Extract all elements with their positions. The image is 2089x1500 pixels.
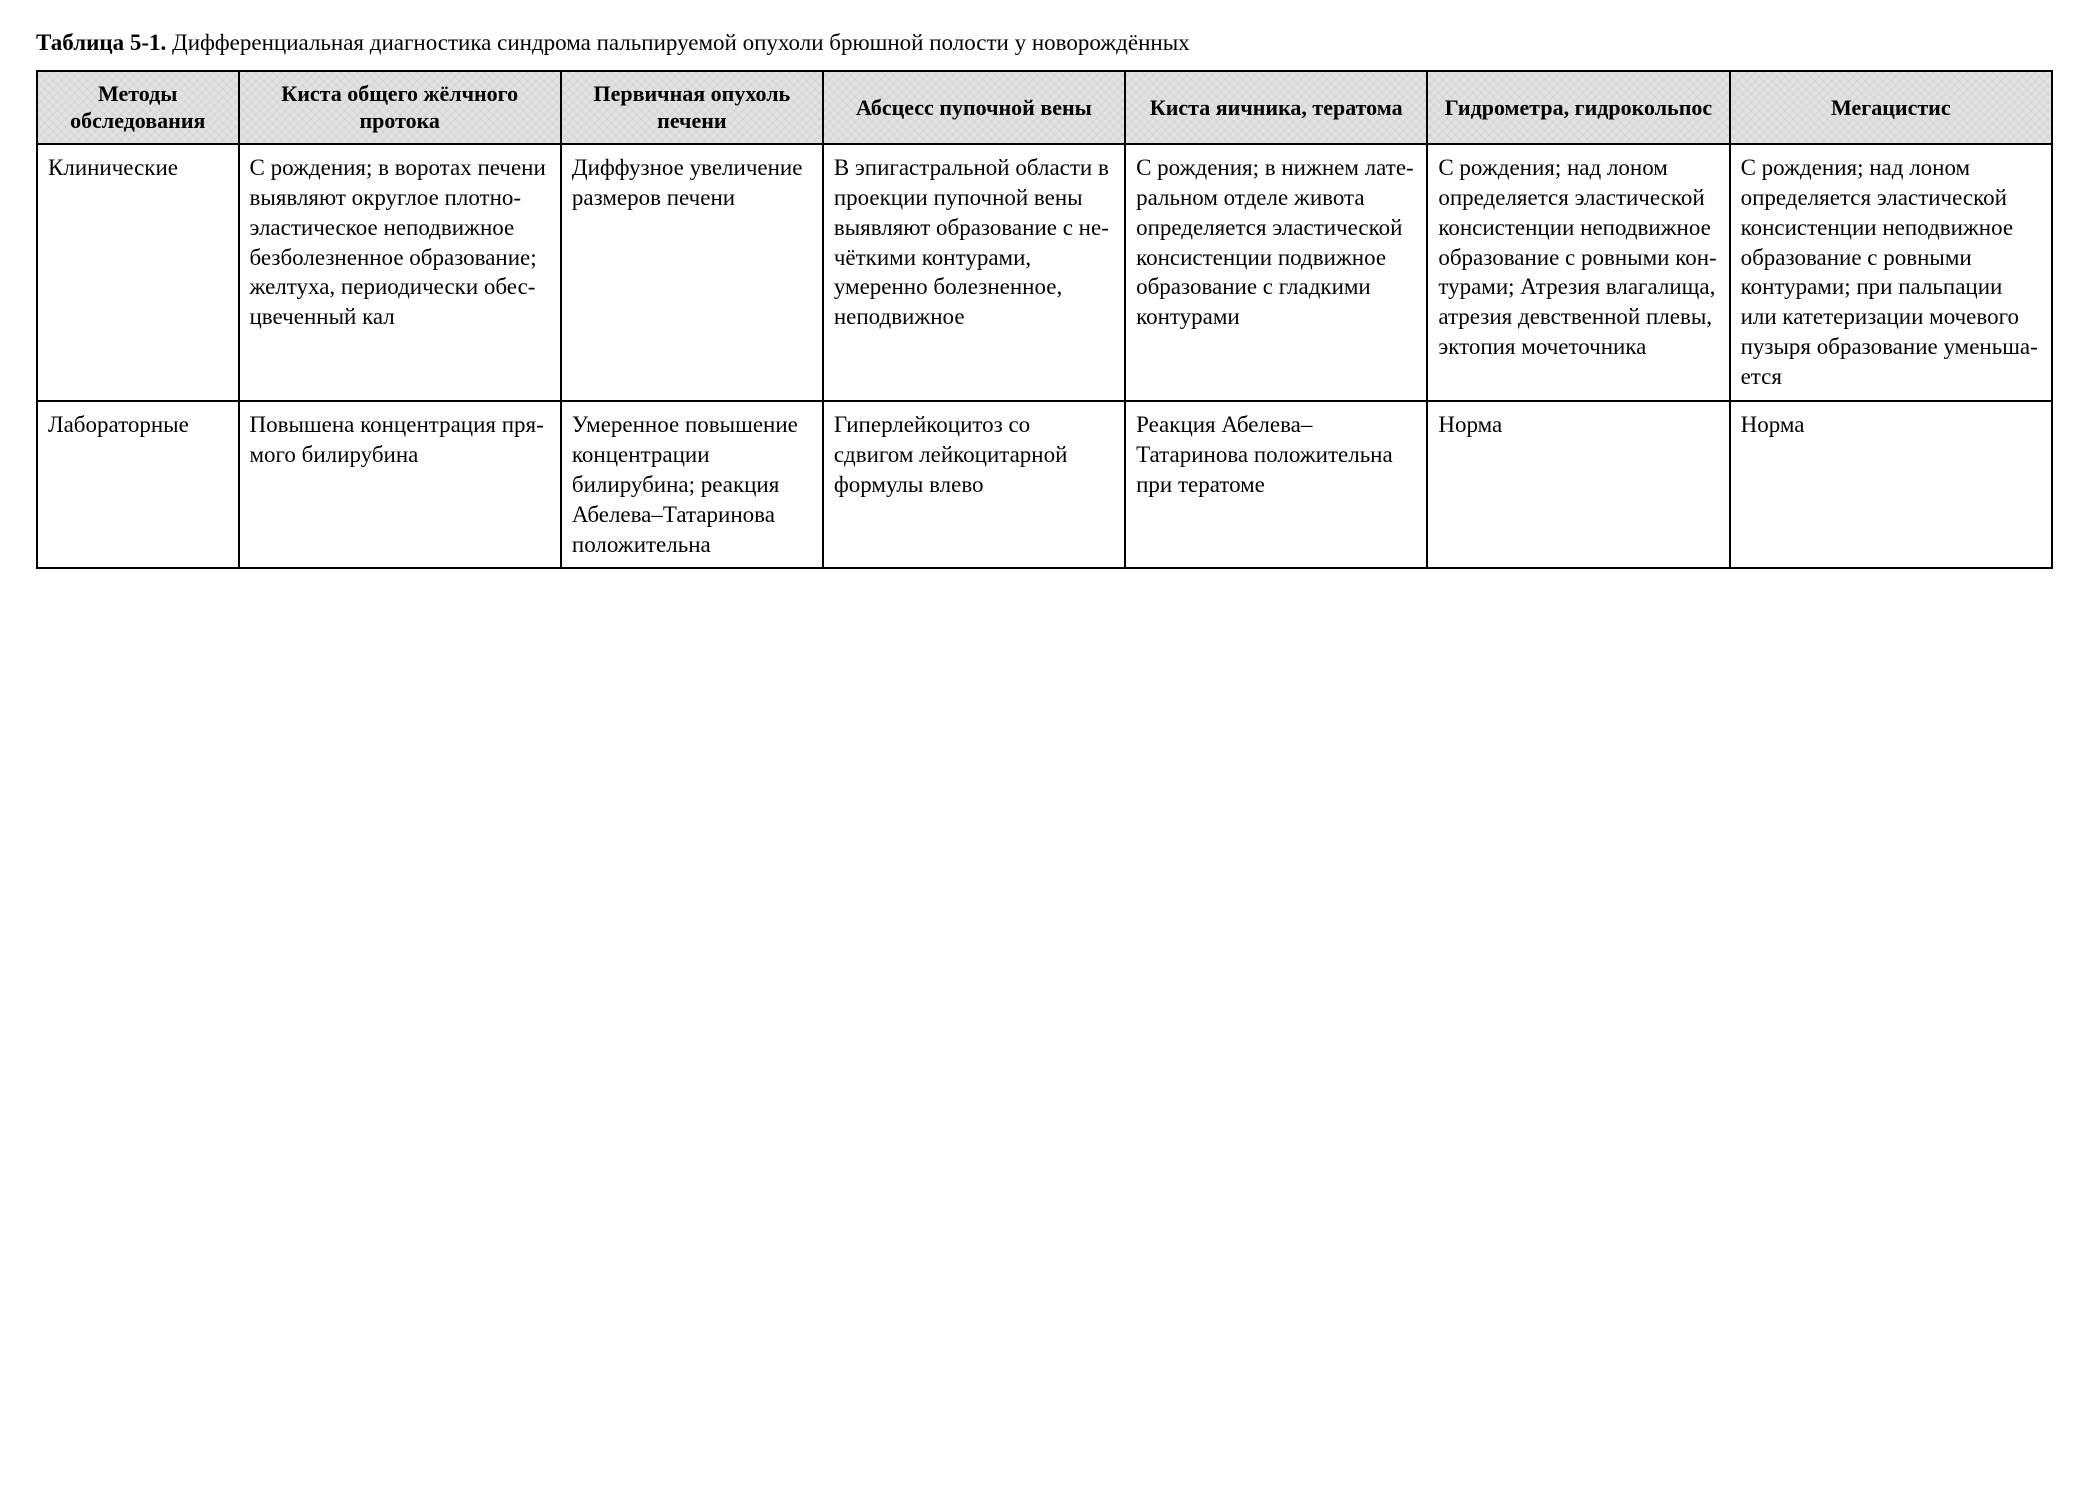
table-cell: Умеренное повышение концентрации билируб… (561, 401, 823, 568)
table-cell: Гиперлейкоци­тоз со сдвигом лейкоцитарно… (823, 401, 1125, 568)
table-cell: Повышена кон­центрация пря­мого билируби… (239, 401, 561, 568)
table-row: Лаборатор­ные Повышена кон­центрация пря… (37, 401, 2052, 568)
diagnosis-table: Методы обследова­ния Киста общего жёлчно… (36, 70, 2053, 570)
table-cell: Норма (1730, 401, 2052, 568)
col-header: Мегацистис (1730, 71, 2052, 144)
table-cell: В эпигастраль­ной области в проекции пуп… (823, 144, 1125, 401)
col-header: Методы обследова­ния (37, 71, 239, 144)
table-cell: Норма (1427, 401, 1729, 568)
col-header: Первичная опухоль печени (561, 71, 823, 144)
table-row: Клиничес­кие С рождения; в воротах пече­… (37, 144, 2052, 401)
table-cell: С рождения; над лоном определя­ется элас… (1730, 144, 2052, 401)
col-header: Киста яичника, тератома (1125, 71, 1427, 144)
table-cell: Диффузное увеличение размеров печени (561, 144, 823, 401)
table-cell: С рождения; в воротах пече­ни выявляют о… (239, 144, 561, 401)
table-title: Дифференциальная диагностика синдрома па… (166, 30, 1189, 55)
col-header: Киста общего жёлчного протока (239, 71, 561, 144)
table-header-row: Методы обследова­ния Киста общего жёлчно… (37, 71, 2052, 144)
col-header: Гидрометра, гидрокольпос (1427, 71, 1729, 144)
col-header: Абсцесс пупочной вены (823, 71, 1125, 144)
table-caption: Таблица 5-1. Дифференциальная диагностик… (36, 28, 2053, 58)
row-label: Клиничес­кие (37, 144, 239, 401)
table-cell: С рождения; над лоном опре­деляется элас… (1427, 144, 1729, 401)
table-cell: Реакция Абеле­ва–Татаринова положительна… (1125, 401, 1427, 568)
row-label: Лаборатор­ные (37, 401, 239, 568)
table-cell: С рождения; в нижнем лате­ральном отделе… (1125, 144, 1427, 401)
table-number: Таблица 5-1. (36, 30, 166, 55)
